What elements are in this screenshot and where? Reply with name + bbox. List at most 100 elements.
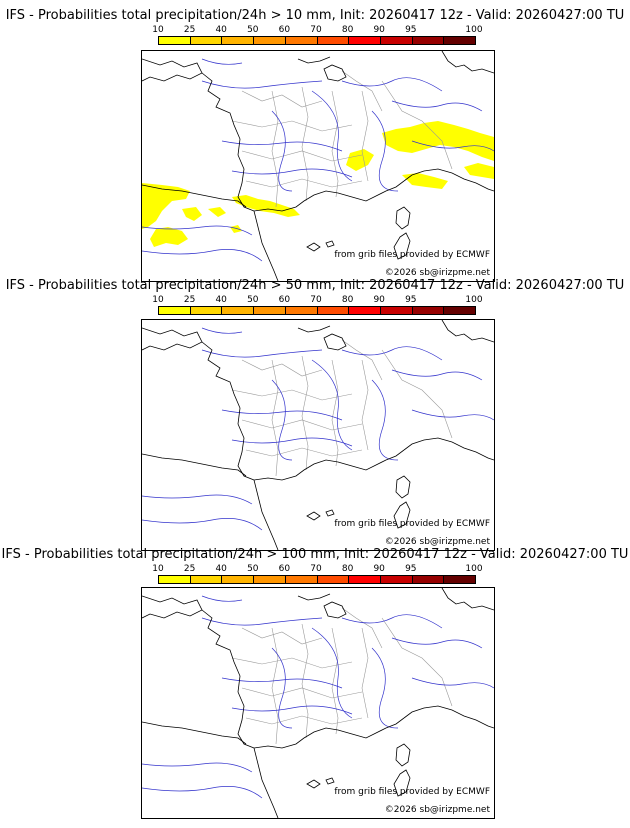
scale-swatch [254, 307, 286, 314]
scale-tick-label: 80 [341, 564, 354, 574]
precip-probability-area [182, 207, 202, 221]
river [371, 110, 399, 192]
scale-swatch [349, 307, 381, 314]
region-border [231, 120, 353, 132]
region-border [231, 389, 353, 401]
region-border [331, 627, 339, 735]
scale-tick-label: 25 [183, 295, 196, 305]
scale-swatch [222, 307, 255, 314]
scale-swatch [254, 37, 286, 44]
precip-probability-area [150, 227, 188, 247]
scale-bar [158, 36, 476, 45]
coastline [306, 242, 321, 252]
coastline [395, 743, 411, 767]
river [411, 140, 494, 152]
river [201, 349, 323, 358]
scale-tick-label: 90 [373, 295, 385, 305]
copyright-credit: ©2026 sb@irizpme.net [384, 537, 490, 547]
precip-probability-area [382, 121, 494, 161]
region-border [301, 86, 309, 202]
copyright-credit: ©2026 sb@irizpme.net [384, 268, 490, 278]
scale-swatch [222, 576, 255, 583]
region-border [361, 90, 369, 182]
river [311, 359, 353, 451]
scale-tick-label: 95 [405, 295, 417, 305]
scale-swatch [317, 307, 350, 314]
scale-tick-label: 70 [310, 295, 322, 305]
coastline [393, 769, 411, 797]
coastline [142, 58, 203, 82]
coastline [201, 341, 255, 481]
scale-swatch [444, 37, 476, 44]
region-border [381, 349, 453, 439]
river [221, 677, 343, 689]
coastline [441, 320, 494, 343]
coastline [441, 51, 494, 74]
color-scale: 10 25 40 50 60 70 80 90 95 100 [152, 295, 483, 319]
scale-tick-label: 40 [215, 25, 227, 35]
coastline [297, 325, 331, 333]
region-border [381, 617, 453, 707]
river [371, 647, 399, 729]
coastline [323, 64, 347, 82]
color-scale: 10 25 40 50 60 70 80 90 95 100 [152, 25, 483, 49]
region-border [301, 623, 309, 739]
scale-swatch [285, 307, 318, 314]
scale-tick-label: 25 [183, 564, 196, 574]
scale-swatch [159, 576, 191, 583]
river [142, 762, 253, 773]
scale-swatch [412, 307, 445, 314]
region-border [241, 90, 323, 108]
region-border [245, 178, 363, 188]
river [142, 249, 263, 262]
scale-tick-label: 40 [215, 564, 227, 574]
region-border [361, 359, 369, 451]
scale-swatch [349, 576, 381, 583]
scale-swatch [222, 37, 255, 44]
river [142, 225, 253, 236]
source-credit: from grib files provided by ECMWF [334, 519, 490, 529]
region-border [241, 419, 363, 431]
region-border [241, 359, 323, 377]
scale-tick-label: 100 [465, 295, 483, 305]
river [201, 58, 243, 65]
scale-swatch [444, 576, 476, 583]
probability-map: from grib files provided by ECMWF ©2026 … [141, 50, 495, 282]
region-border [271, 627, 279, 745]
coastline [142, 721, 247, 745]
scale-tick-label: 90 [373, 564, 385, 574]
scale-tick-label: 90 [373, 25, 385, 35]
river [371, 379, 399, 461]
scale-tick-label: 10 [152, 25, 164, 35]
region-border [271, 359, 279, 477]
region-border [245, 447, 363, 457]
river [231, 437, 353, 447]
precip-probability-area [142, 183, 190, 229]
scale-tick-label: 80 [341, 25, 354, 35]
coastline [201, 72, 255, 212]
scale-swatch [285, 37, 318, 44]
coastline [325, 240, 335, 248]
coastline [253, 180, 405, 212]
region-border [241, 150, 363, 162]
scale-swatch [254, 576, 286, 583]
coastline [253, 717, 405, 749]
scale-swatch [444, 307, 476, 314]
scale-tick-label: 60 [278, 25, 291, 35]
forecast-panel-10mm: IFS - Probabilities total precipitation/… [0, 8, 630, 282]
precip-probability-area [346, 149, 374, 171]
scale-tick-label: 95 [405, 25, 417, 35]
region-border [241, 687, 363, 699]
river [221, 140, 343, 152]
precip-probability-area [232, 195, 300, 217]
region-border [241, 627, 323, 645]
coastline [306, 779, 321, 789]
river [311, 90, 353, 182]
scale-swatch [190, 37, 223, 44]
coastline [325, 509, 335, 517]
river [341, 77, 443, 92]
coastline [393, 232, 411, 260]
river [231, 168, 353, 178]
panel-title: IFS - Probabilities total precipitation/… [1, 547, 629, 562]
copyright-credit: ©2026 sb@irizpme.net [384, 805, 490, 815]
